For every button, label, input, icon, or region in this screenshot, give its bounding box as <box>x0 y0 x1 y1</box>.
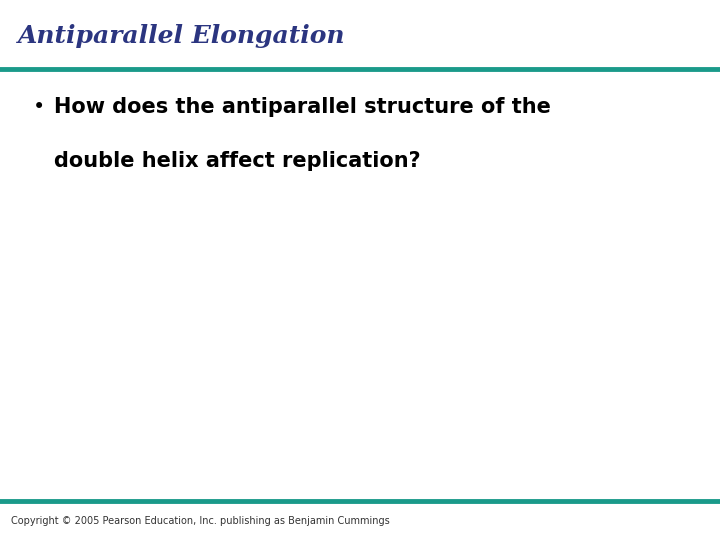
Text: •: • <box>32 97 45 117</box>
Text: double helix affect replication?: double helix affect replication? <box>54 151 420 171</box>
Text: Copyright © 2005 Pearson Education, Inc. publishing as Benjamin Cummings: Copyright © 2005 Pearson Education, Inc.… <box>11 516 390 526</box>
Text: Antiparallel Elongation: Antiparallel Elongation <box>18 24 346 48</box>
Text: How does the antiparallel structure of the: How does the antiparallel structure of t… <box>54 97 551 117</box>
